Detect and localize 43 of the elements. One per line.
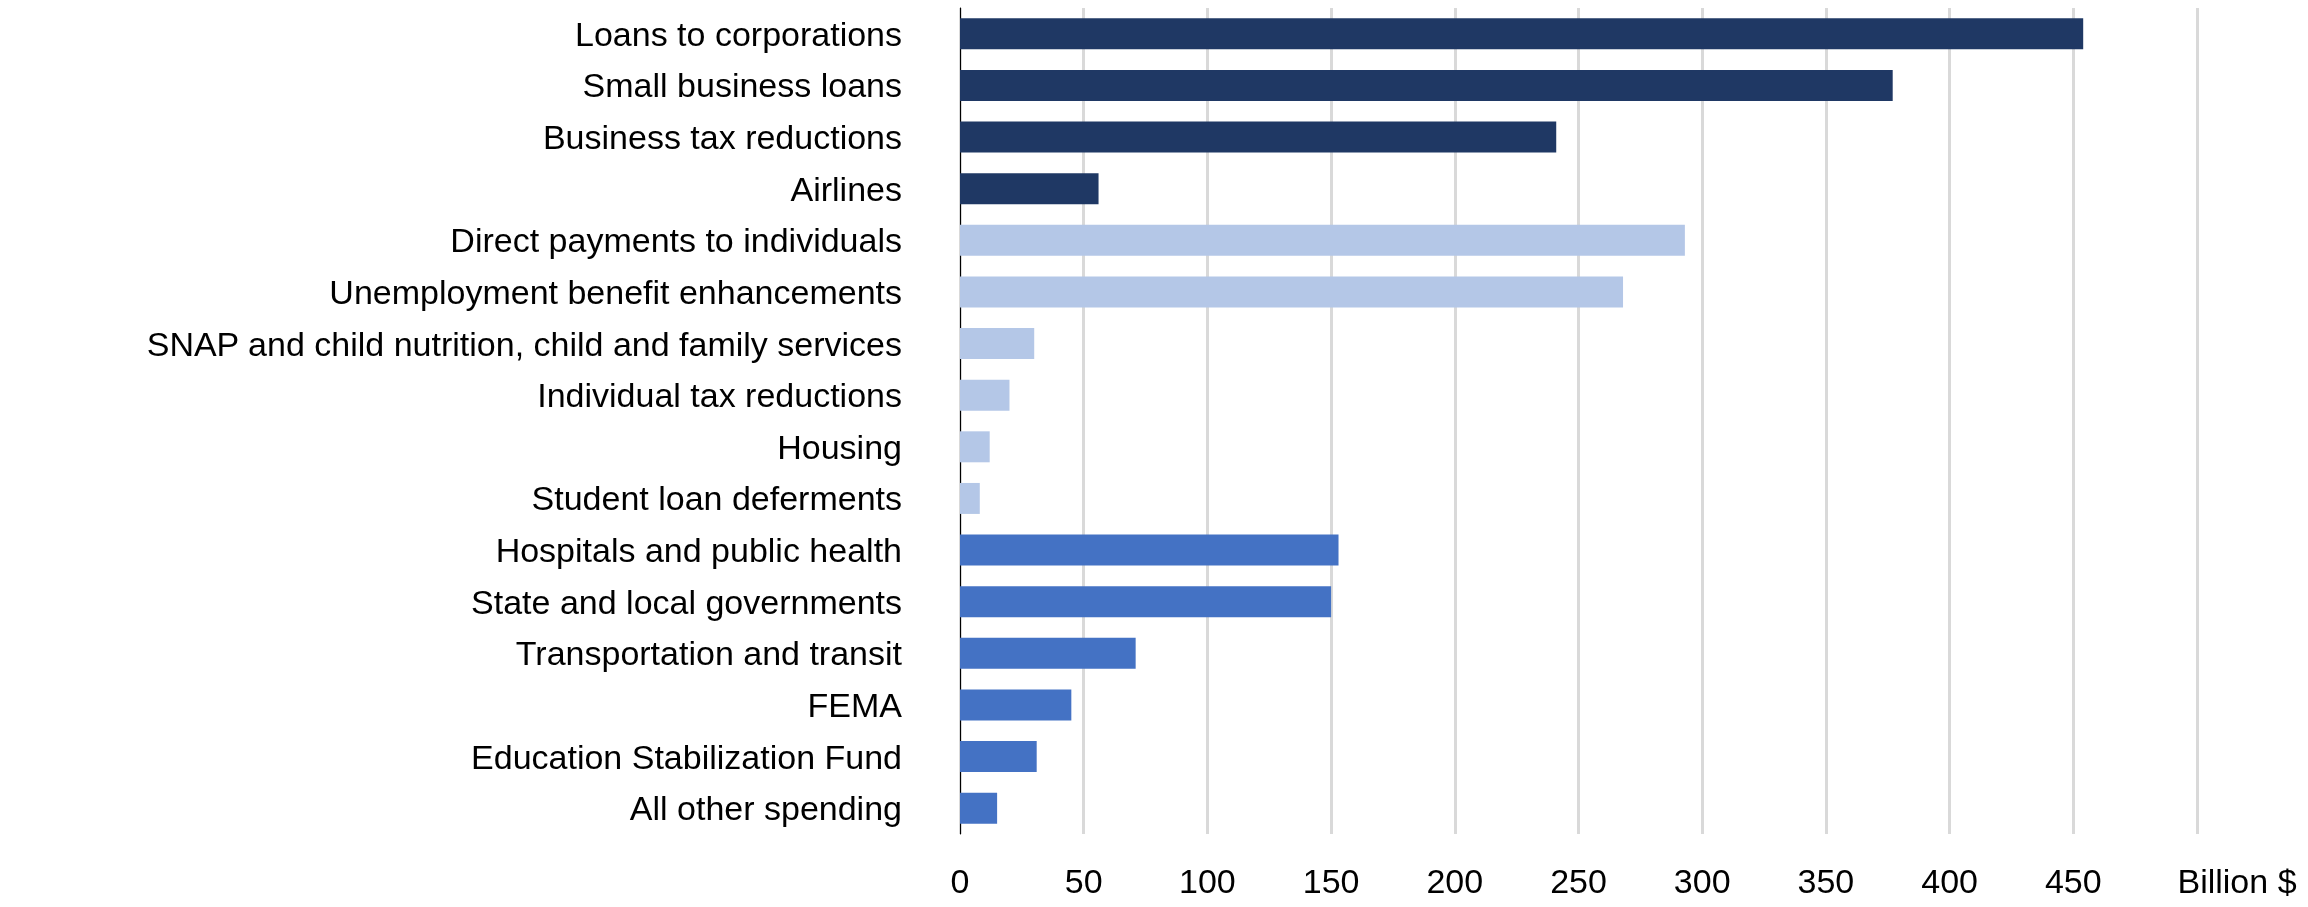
bar xyxy=(960,379,1010,411)
y-tick-label: Business tax reductions xyxy=(542,118,902,157)
y-tick-label: Direct payments to individuals xyxy=(450,221,902,260)
y-tick-label: State and local governments xyxy=(471,582,902,621)
bar xyxy=(960,534,1339,566)
x-tick-label: 250 xyxy=(1550,862,1607,900)
x-tick-label: 50 xyxy=(1064,862,1103,900)
bar xyxy=(960,689,1072,721)
x-tick-label: 200 xyxy=(1426,862,1484,900)
x-tick-label: 150 xyxy=(1302,862,1360,900)
bar xyxy=(960,637,1136,669)
y-tick-label: Student loan deferments xyxy=(531,479,902,518)
bar xyxy=(960,431,990,463)
bar xyxy=(960,18,2084,50)
x-tick-label: 400 xyxy=(1921,862,1978,900)
bar xyxy=(960,224,1685,256)
x-tick-label: 100 xyxy=(1179,862,1236,900)
y-tick-label: Education Stabilization Fund xyxy=(471,737,902,776)
bar xyxy=(960,121,1557,153)
x-tick-label: 300 xyxy=(1673,862,1731,900)
y-tick-label: Small business loans xyxy=(582,66,902,105)
y-tick-label: Housing xyxy=(777,427,902,466)
y-tick-label: Hospitals and public health xyxy=(495,531,902,570)
y-tick-label: Unemployment benefit enhancements xyxy=(329,272,902,311)
y-tick-label: SNAP and child nutrition, child and family services xyxy=(146,324,902,363)
y-tick-label: Transportation and transit xyxy=(515,634,903,673)
x-tick-label: 350 xyxy=(1797,862,1855,900)
bar xyxy=(960,173,1099,205)
x-tick-label: 450 xyxy=(2044,862,2102,900)
y-tick-label: All other spending xyxy=(629,789,902,828)
bar xyxy=(960,792,998,824)
y-tick-label: Loans to corporations xyxy=(575,14,902,53)
x-axis-title: Billion $ xyxy=(2177,862,2297,900)
bar xyxy=(960,482,980,514)
x-tick-label: 0 xyxy=(950,862,970,900)
bar xyxy=(960,69,1893,101)
bar xyxy=(960,276,1624,308)
y-tick-label: Individual tax reductions xyxy=(537,376,902,415)
bar xyxy=(960,586,1332,618)
y-tick-label: FEMA xyxy=(807,685,903,724)
bar xyxy=(960,328,1035,360)
y-tick-label: Airlines xyxy=(790,169,902,208)
bar xyxy=(960,741,1037,773)
